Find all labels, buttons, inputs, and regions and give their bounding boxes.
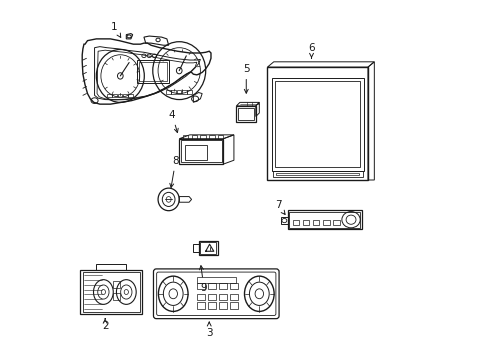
Bar (183, 135, 188, 139)
Bar (287, 210, 361, 229)
Bar (139, 62, 166, 81)
Bar (230, 283, 238, 289)
Bar (207, 283, 215, 289)
Bar (267, 67, 367, 180)
Bar (176, 90, 181, 94)
Bar (207, 294, 215, 300)
Bar (230, 294, 238, 300)
Bar (171, 90, 176, 94)
Bar (128, 94, 133, 98)
Bar (200, 135, 205, 139)
Bar (333, 220, 339, 225)
Bar (281, 217, 287, 224)
Text: 1: 1 (110, 22, 121, 37)
Bar (83, 273, 140, 312)
Ellipse shape (117, 73, 123, 79)
Bar (200, 242, 216, 254)
Bar (113, 280, 120, 288)
Bar (191, 135, 197, 139)
Text: 4: 4 (168, 110, 178, 132)
Bar (197, 277, 235, 283)
Bar (192, 243, 198, 252)
Bar (123, 94, 127, 98)
Text: 9: 9 (199, 266, 207, 293)
Bar (303, 220, 309, 225)
Bar (292, 220, 299, 225)
Text: 3: 3 (205, 322, 212, 338)
Bar (81, 270, 142, 314)
Bar (112, 94, 117, 98)
Bar (198, 241, 218, 256)
Bar (197, 294, 204, 300)
Text: 8: 8 (169, 156, 179, 188)
Bar (181, 140, 221, 162)
Bar (184, 145, 207, 159)
Text: 7: 7 (274, 201, 285, 215)
Ellipse shape (176, 67, 182, 74)
Bar (166, 90, 170, 94)
Bar (187, 90, 192, 94)
Bar (230, 302, 238, 309)
Bar (107, 94, 112, 98)
Ellipse shape (124, 289, 128, 294)
Bar (271, 78, 363, 171)
Bar (96, 264, 126, 270)
Bar (238, 108, 253, 120)
Bar (179, 139, 223, 164)
Text: 6: 6 (307, 43, 314, 58)
Bar (137, 60, 168, 83)
Bar (207, 302, 215, 309)
Bar (197, 283, 204, 289)
Bar (219, 302, 226, 309)
Ellipse shape (101, 289, 105, 294)
Bar (289, 212, 359, 228)
Bar (197, 302, 204, 309)
Bar (272, 171, 362, 177)
Bar (219, 294, 226, 300)
Bar (312, 220, 319, 225)
Bar (182, 90, 186, 94)
Bar (209, 135, 214, 139)
Text: 5: 5 (243, 64, 249, 93)
Bar (236, 106, 255, 122)
Text: 2: 2 (102, 319, 108, 332)
Bar (218, 135, 223, 139)
Bar (323, 220, 329, 225)
Bar (275, 81, 360, 167)
Bar (276, 172, 358, 175)
Bar (219, 283, 226, 289)
Bar (113, 293, 120, 300)
Bar (118, 94, 122, 98)
